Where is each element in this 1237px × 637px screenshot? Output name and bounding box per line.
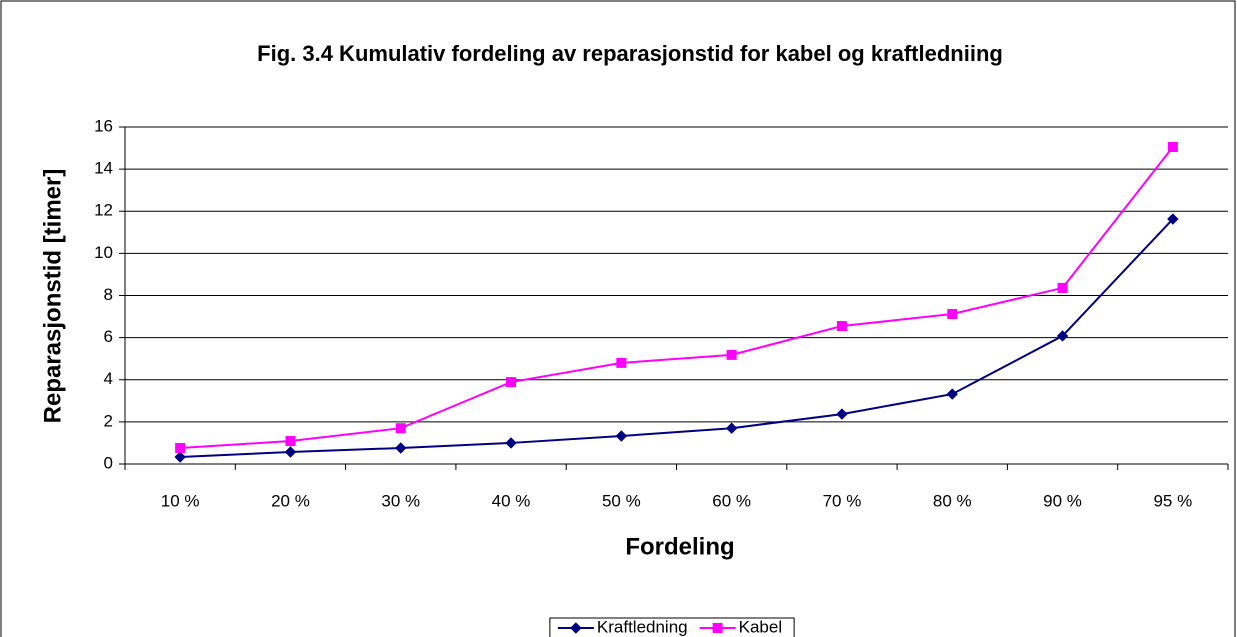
marker bbox=[175, 442, 186, 453]
x-tick-label: 90 % bbox=[1043, 491, 1082, 510]
legend-label: Kabel bbox=[739, 617, 782, 636]
marker bbox=[174, 451, 186, 463]
x-axis-title: Fordeling bbox=[625, 533, 734, 560]
marker bbox=[947, 309, 958, 320]
series-line bbox=[180, 146, 1174, 449]
y-tick-label: 12 bbox=[94, 201, 113, 220]
marker bbox=[395, 442, 407, 454]
marker bbox=[1167, 213, 1179, 225]
y-tick-label: 14 bbox=[94, 159, 113, 178]
marker bbox=[570, 622, 582, 634]
chart-title: Fig. 3.4 Kumulativ fordeling av reparasj… bbox=[257, 41, 1003, 66]
y-tick-label: 4 bbox=[104, 369, 113, 388]
marker bbox=[285, 436, 296, 447]
marker bbox=[616, 357, 627, 368]
marker bbox=[836, 408, 848, 420]
x-tick-label: 60 % bbox=[712, 491, 751, 510]
y-tick-label: 6 bbox=[104, 327, 113, 346]
marker bbox=[836, 321, 847, 332]
legend: Kraftledning Kabel bbox=[549, 617, 795, 637]
x-tick-label: 20 % bbox=[271, 491, 310, 510]
marker bbox=[395, 423, 406, 434]
marker bbox=[505, 437, 517, 449]
x-tick-label: 30 % bbox=[381, 491, 420, 510]
x-tick-label: 70 % bbox=[823, 491, 862, 510]
marker bbox=[615, 430, 628, 442]
legend-label: Kraftledning bbox=[597, 617, 688, 636]
marker bbox=[725, 422, 738, 434]
y-tick-label: 2 bbox=[104, 411, 113, 430]
x-tick-label: 40 % bbox=[492, 491, 531, 510]
marker bbox=[712, 623, 723, 633]
x-tick-label: 95 % bbox=[1153, 491, 1192, 510]
marker bbox=[284, 446, 297, 458]
marker bbox=[1056, 330, 1069, 342]
x-tick-label: 80 % bbox=[933, 491, 972, 510]
y-tick-label: 16 bbox=[94, 116, 113, 135]
y-tick-label: 0 bbox=[104, 453, 113, 472]
y-tick-label: 8 bbox=[104, 285, 113, 304]
marker bbox=[506, 377, 517, 388]
marker bbox=[946, 388, 958, 400]
series-line bbox=[180, 218, 1174, 459]
x-tick-label: 50 % bbox=[602, 491, 641, 510]
y-tick-label: 10 bbox=[94, 243, 113, 262]
marker bbox=[1057, 282, 1068, 293]
legend-box bbox=[549, 617, 795, 637]
y-axis-title: Reparasjonstid [timer] bbox=[39, 169, 66, 424]
x-tick-label: 10 % bbox=[161, 491, 200, 510]
marker bbox=[726, 349, 737, 360]
marker bbox=[1167, 142, 1178, 153]
